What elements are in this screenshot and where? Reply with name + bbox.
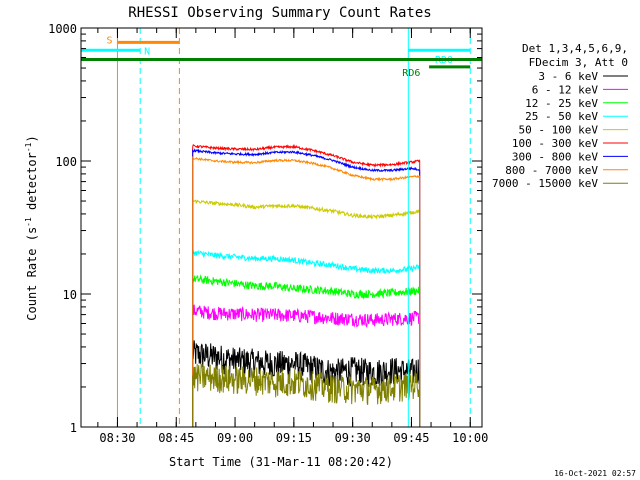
y-tick-label: 1 [70, 421, 77, 435]
x-tick-label: 08:30 [99, 431, 135, 445]
series-line [192, 148, 421, 427]
plot-frame [80, 27, 483, 428]
y-label-superscript: -1 [24, 217, 33, 227]
y-label-part: Count Rate (s [25, 227, 39, 321]
legend-label: 12 - 25 keV [525, 97, 598, 110]
legend-label: 50 - 100 keV [519, 124, 599, 137]
y-label-part: detector [25, 152, 39, 217]
status-bar-label: RD6 [402, 68, 420, 79]
x-axis: 08:30 08:45 09:00 09:15 09:30 09:45 10:00 [97, 28, 488, 445]
series-line [192, 249, 421, 427]
legend: Det 1,3,4,5,6,9, FDecim 3, Att 0 3 - 6 k… [492, 42, 628, 190]
legend-label: 7000 - 15000 keV [492, 177, 598, 190]
y-axis-label: Count Rate (s-1 detector-1) [24, 135, 39, 320]
status-bar-label: N [144, 46, 150, 57]
legend-label: 100 - 300 keV [512, 137, 598, 150]
series-line [192, 143, 421, 427]
footer-timestamp: 16-Oct-2021 02:57 [554, 469, 636, 478]
data-traces [192, 143, 421, 427]
series-line [192, 199, 421, 427]
legend-label: 800 - 7000 keV [505, 164, 598, 177]
series-line [192, 155, 421, 427]
x-tick-label: 08:45 [158, 431, 194, 445]
x-tick-label: 09:00 [217, 431, 253, 445]
x-tick-label: 09:30 [335, 431, 371, 445]
status-bar-label: S [106, 35, 112, 46]
series-line [192, 363, 421, 427]
legend-header-line: Det 1,3,4,5,6,9, [522, 42, 628, 55]
legend-label: 300 - 800 keV [512, 150, 598, 163]
y-label-part: ) [25, 135, 39, 142]
y-tick-label: 100 [55, 155, 77, 169]
y-label-superscript: -1 [24, 142, 33, 152]
chart-title: RHESSI Observing Summary Count Rates [128, 5, 431, 21]
x-tick-label: 09:45 [393, 431, 429, 445]
y-tick-label: 10 [63, 288, 77, 302]
y-tick-label: 1000 [48, 22, 77, 36]
legend-label: 25 - 50 keV [525, 110, 598, 123]
series-line [192, 274, 421, 427]
y-axis: 1 10 100 1000 [48, 22, 482, 435]
series-line [192, 304, 421, 427]
legend-header-line: FDecim 3, Att 0 [529, 56, 628, 69]
x-tick-label: 09:15 [276, 431, 312, 445]
legend-label: 3 - 6 keV [538, 70, 598, 83]
legend-label: 6 - 12 keV [532, 83, 599, 96]
x-tick-label: 10:00 [452, 431, 488, 445]
x-axis-label: Start Time (31-Mar-11 08:20:42) [169, 455, 393, 469]
